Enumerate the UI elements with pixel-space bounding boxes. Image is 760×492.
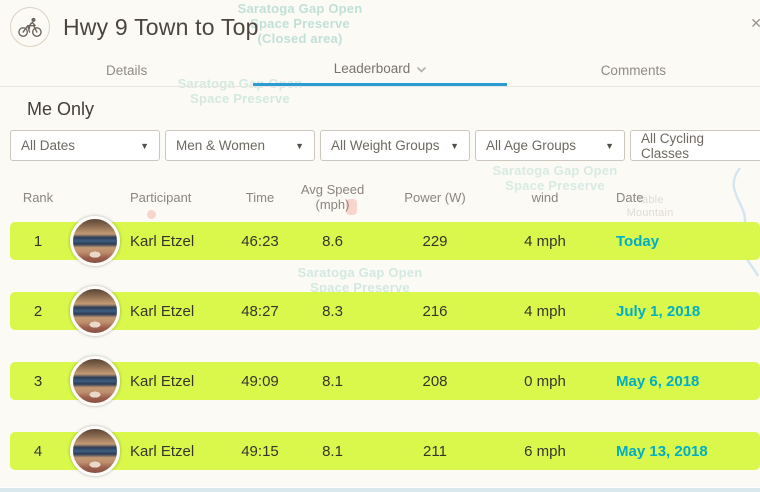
time-value: 49:09 [241, 372, 279, 390]
power-value: 208 [422, 372, 448, 390]
cyclist-icon [18, 17, 42, 37]
tab-label: Details [106, 62, 148, 78]
avatar[interactable] [70, 286, 120, 336]
date-link[interactable]: May 13, 2018 [616, 442, 708, 460]
filter-all-cycling-classes[interactable]: All Cycling Classes ▼ [630, 130, 760, 161]
dropdown-arrow-icon: ▼ [605, 140, 614, 151]
wind-value: 4 mph [524, 302, 566, 320]
filter-all-weight-groups[interactable]: All Weight Groups ▼ [320, 130, 470, 161]
time-value: 49:15 [241, 442, 279, 460]
power-value: 211 [423, 442, 447, 460]
column-header-time: Time [245, 189, 275, 205]
participant-name: Karl Etzel [130, 302, 195, 320]
dropdown-arrow-icon: ▼ [295, 140, 304, 151]
column-header-date: Date [616, 189, 644, 205]
avg-speed-value: 8.1 [322, 372, 343, 390]
leaderboard-row: 2 Karl Etzel 48:27 8.3 216 4 mph July 1,… [10, 286, 760, 336]
rank-value: 2 [33, 302, 43, 320]
avg-speed-value: 8.3 [322, 302, 343, 320]
participant-name: Karl Etzel [130, 442, 195, 460]
filter-men-women[interactable]: Men & Women ▼ [165, 130, 315, 161]
column-header-avg-speed: Avg Speed (mph) [300, 182, 365, 212]
avg-speed-value: 8.6 [322, 232, 343, 250]
time-value: 48:27 [241, 302, 279, 320]
filter-selected-value: Men & Women [176, 138, 266, 153]
tab-comments[interactable]: Comments [507, 54, 760, 86]
dropdown-arrow-icon: ▼ [450, 140, 459, 151]
column-header-wind: wind [531, 189, 559, 205]
filter-selected-value: All Cycling Classes [641, 130, 705, 161]
filter-all-age-groups[interactable]: All Age Groups ▼ [475, 130, 625, 161]
column-header-rank: Rank [22, 189, 54, 205]
power-value: 216 [422, 302, 448, 320]
avatar[interactable] [70, 356, 120, 406]
wind-value: 4 mph [524, 232, 566, 250]
chevron-down-icon [417, 66, 427, 73]
filter-bar: All Dates ▼ Men & Women ▼ All Weight Gro… [0, 130, 760, 161]
leaderboard-row: 3 Karl Etzel 49:09 8.1 208 0 mph May 6, … [10, 356, 760, 406]
filter-selected-value: All Age Groups [486, 138, 577, 153]
date-link[interactable]: Today [616, 232, 660, 250]
leaderboard-row: 1 Karl Etzel 46:23 8.6 229 4 mph Today [10, 216, 760, 266]
leaderboard-row: 4 Karl Etzel 49:15 8.1 211 6 mph May 13,… [10, 426, 760, 476]
rank-value: 1 [33, 232, 43, 250]
date-link[interactable]: July 1, 2018 [616, 302, 701, 320]
avatar[interactable] [70, 216, 120, 266]
segment-header: Hwy 9 Town to Top ✕ [0, 0, 760, 54]
tab-label: Leaderboard [333, 61, 411, 76]
tabs: Details Leaderboard Comments [0, 54, 760, 87]
avg-speed-value: 8.1 [322, 442, 343, 460]
cycling-segment-icon [10, 7, 50, 47]
leaderboard-table-header: Rank Participant Time Avg Speed (mph) Po… [10, 182, 760, 212]
leaderboard-rows: 1 Karl Etzel 46:23 8.6 229 4 mph Today 2… [0, 216, 760, 476]
dropdown-arrow-icon: ▼ [140, 140, 149, 151]
tab-details[interactable]: Details [0, 54, 253, 86]
column-header-power: Power (W) [404, 189, 466, 205]
filter-selected-value: All Dates [21, 138, 76, 153]
rank-value: 3 [33, 372, 43, 390]
close-button[interactable]: ✕ [750, 15, 760, 31]
tab-leaderboard[interactable]: Leaderboard [253, 54, 507, 86]
page-title: Hwy 9 Town to Top [63, 13, 259, 40]
scope-heading: Me Only [27, 99, 95, 119]
column-header-participant: Participant [130, 189, 192, 205]
filter-all-dates[interactable]: All Dates ▼ [10, 130, 160, 161]
date-link[interactable]: May 6, 2018 [616, 372, 700, 390]
filter-selected-value: All Weight Groups [331, 138, 440, 153]
avatar[interactable] [70, 426, 120, 476]
time-value: 46:23 [241, 232, 279, 250]
participant-name: Karl Etzel [130, 232, 195, 250]
tab-label: Comments [600, 62, 666, 78]
wind-value: 0 mph [524, 372, 566, 390]
power-value: 229 [422, 232, 448, 250]
wind-value: 6 mph [524, 442, 566, 460]
rank-value: 4 [33, 442, 43, 460]
participant-name: Karl Etzel [130, 372, 195, 390]
map-edge-strip [0, 487, 760, 492]
